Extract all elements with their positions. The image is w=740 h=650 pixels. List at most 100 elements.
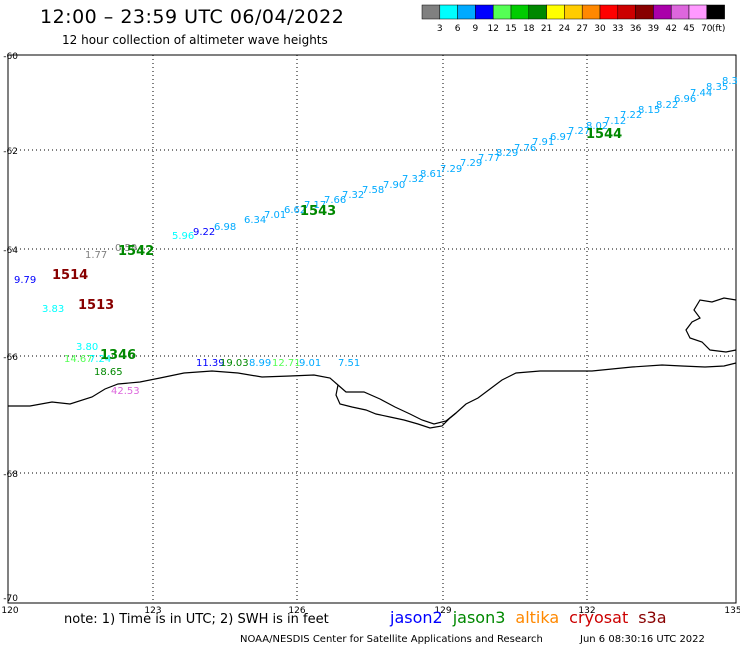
lat-label: -68 [3,470,18,480]
wave-height-label: 42.53 [111,386,140,397]
mission-cryosat: cryosat [569,608,629,627]
lat-label: -66 [3,353,18,363]
colorbar-swatch [439,4,458,20]
mission-jason2: jason2 [390,608,443,627]
wave-height-label: 7.32 [342,190,364,201]
colorbar-swatch [564,4,583,20]
colorbar-unit: (ft) [712,24,726,34]
wave-height-label: 18.65 [94,367,123,378]
colorbar-tick: 3 [437,24,443,34]
colorbar-swatch [617,4,636,20]
coastline-inlet [335,384,457,429]
wave-height-label: 11.39 [196,358,225,369]
wave-height-label: 7.51 [338,358,360,369]
track-time-label: 1513 [78,298,114,313]
colorbar-swatch [475,4,494,20]
colorbar-swatch [421,4,441,20]
credit: NOAA/NESDIS Center for Satellite Applica… [240,634,543,645]
colorbar-swatch [670,4,690,20]
credit-date: Jun 6 08:30:16 UTC 2022 [580,634,705,645]
mission-jason3: jason3 [452,608,506,627]
wave-height-label: 7.17 [304,200,326,211]
mission-altika: altika [515,608,560,627]
wave-height-label: 7.24 [89,354,111,365]
wave-height-label: 7.66 [324,195,346,206]
colorbar-tick: 30 [594,24,606,34]
colorbar-tick: 18 [523,24,535,34]
wave-height-label: 1.77 [85,250,107,261]
lat-label: -60 [3,52,18,62]
lon-label: 126 [288,606,305,616]
colorbar-tick: 42 [665,24,676,34]
track-time-label: 1514 [52,268,88,283]
colorbar-swatch [457,4,476,20]
lat-label: -70 [3,594,18,604]
wave-height-label: 8.99 [249,358,271,369]
lon-label: 135 [724,606,740,616]
wave-height-label: 7.77 [478,153,500,164]
wave-height-label: 6.62 [284,205,306,216]
wave-height-label: 7.90 [383,180,405,191]
wave-height-label: 6.34 [244,215,266,226]
colorbar-swatch [688,4,708,20]
colorbar-tick: 27 [576,24,587,34]
wave-height-label: 8.15 [638,105,660,116]
wave-height-label: 3.80 [76,342,98,353]
colorbar-swatch [546,4,565,20]
lon-label: 132 [578,606,595,616]
colorbar-tick: 39 [648,24,660,34]
colorbar-tick: 33 [612,24,623,34]
wave-height-label: 8.29 [496,148,518,159]
colorbar-tick: 6 [455,24,461,34]
wave-height-label: 8.35 [706,82,728,93]
colorbar-tick: 21 [541,24,552,34]
colorbar-tick: 9 [473,24,479,34]
colorbar-swatch [599,4,619,20]
wave-height-label: 0.59 [115,243,137,254]
track-times: 1544 1543 1542 1514 1513 1346 [52,127,622,363]
coastline-east [685,297,737,353]
colorbar [421,4,725,20]
map-subtitle: 12 hour collection of altimeter wave hei… [62,33,328,47]
track-time-label: 1543 [300,204,336,219]
wave-height-label: 6.98 [214,222,236,233]
mission-s3a: s3a [638,608,667,627]
colorbar-tick: 12 [487,24,498,34]
lat-label: -64 [3,246,18,256]
colorbar-swatch [706,4,725,20]
map-title: 12:00 – 23:59 UTC 06/04/2022 [40,6,345,28]
colorbar-swatch [653,4,672,20]
wave-height-label: 7.29 [460,158,482,169]
wave-height-label: 8.02 [586,121,608,132]
colorbar-swatch [510,4,530,20]
track-time-label: 1346 [100,348,136,363]
colorbar-tick: 15 [505,24,516,34]
wave-height-label: 3.83 [42,304,64,315]
lat-label: -62 [3,147,18,157]
footnote: note: 1) Time is in UTC; 2) SWH is in fe… [64,612,329,627]
wave-height-label: 12.71 [272,358,301,369]
colorbar-swatch [635,4,654,20]
track-time-label: 1542 [118,244,154,259]
wave-height-label: 7.76 [514,143,536,154]
graticule: -60 -62 -64 -66 -68 -70 120 123 126 129 132 135 [1,52,740,616]
colorbar-tick: 45 [683,24,694,34]
wave-height-label: 6.96 [674,94,696,105]
lon-label: 120 [1,606,18,616]
wave-height-label: 8.22 [656,100,678,111]
wave-height-label: 7.44 [690,88,712,99]
colorbar-tick: 36 [630,24,642,34]
wave-height-label: 7.58 [362,185,384,196]
lon-label: 129 [434,606,451,616]
track-time-label: 1544 [586,127,622,142]
wave-height-label: 7.22 [620,110,642,121]
wave-height-values: 8.38.357.446.968.228.157.227.128.027.276… [14,76,738,397]
colorbar-swatch [492,4,512,20]
map-frame [7,54,737,604]
colorbar-swatch [528,4,547,20]
wave-height-label: 7.27 [568,126,590,137]
wave-height-label: 19.03 [220,358,249,369]
wave-height-label: 8.61 [420,169,442,180]
wave-height-label: 14.67 [64,354,93,365]
